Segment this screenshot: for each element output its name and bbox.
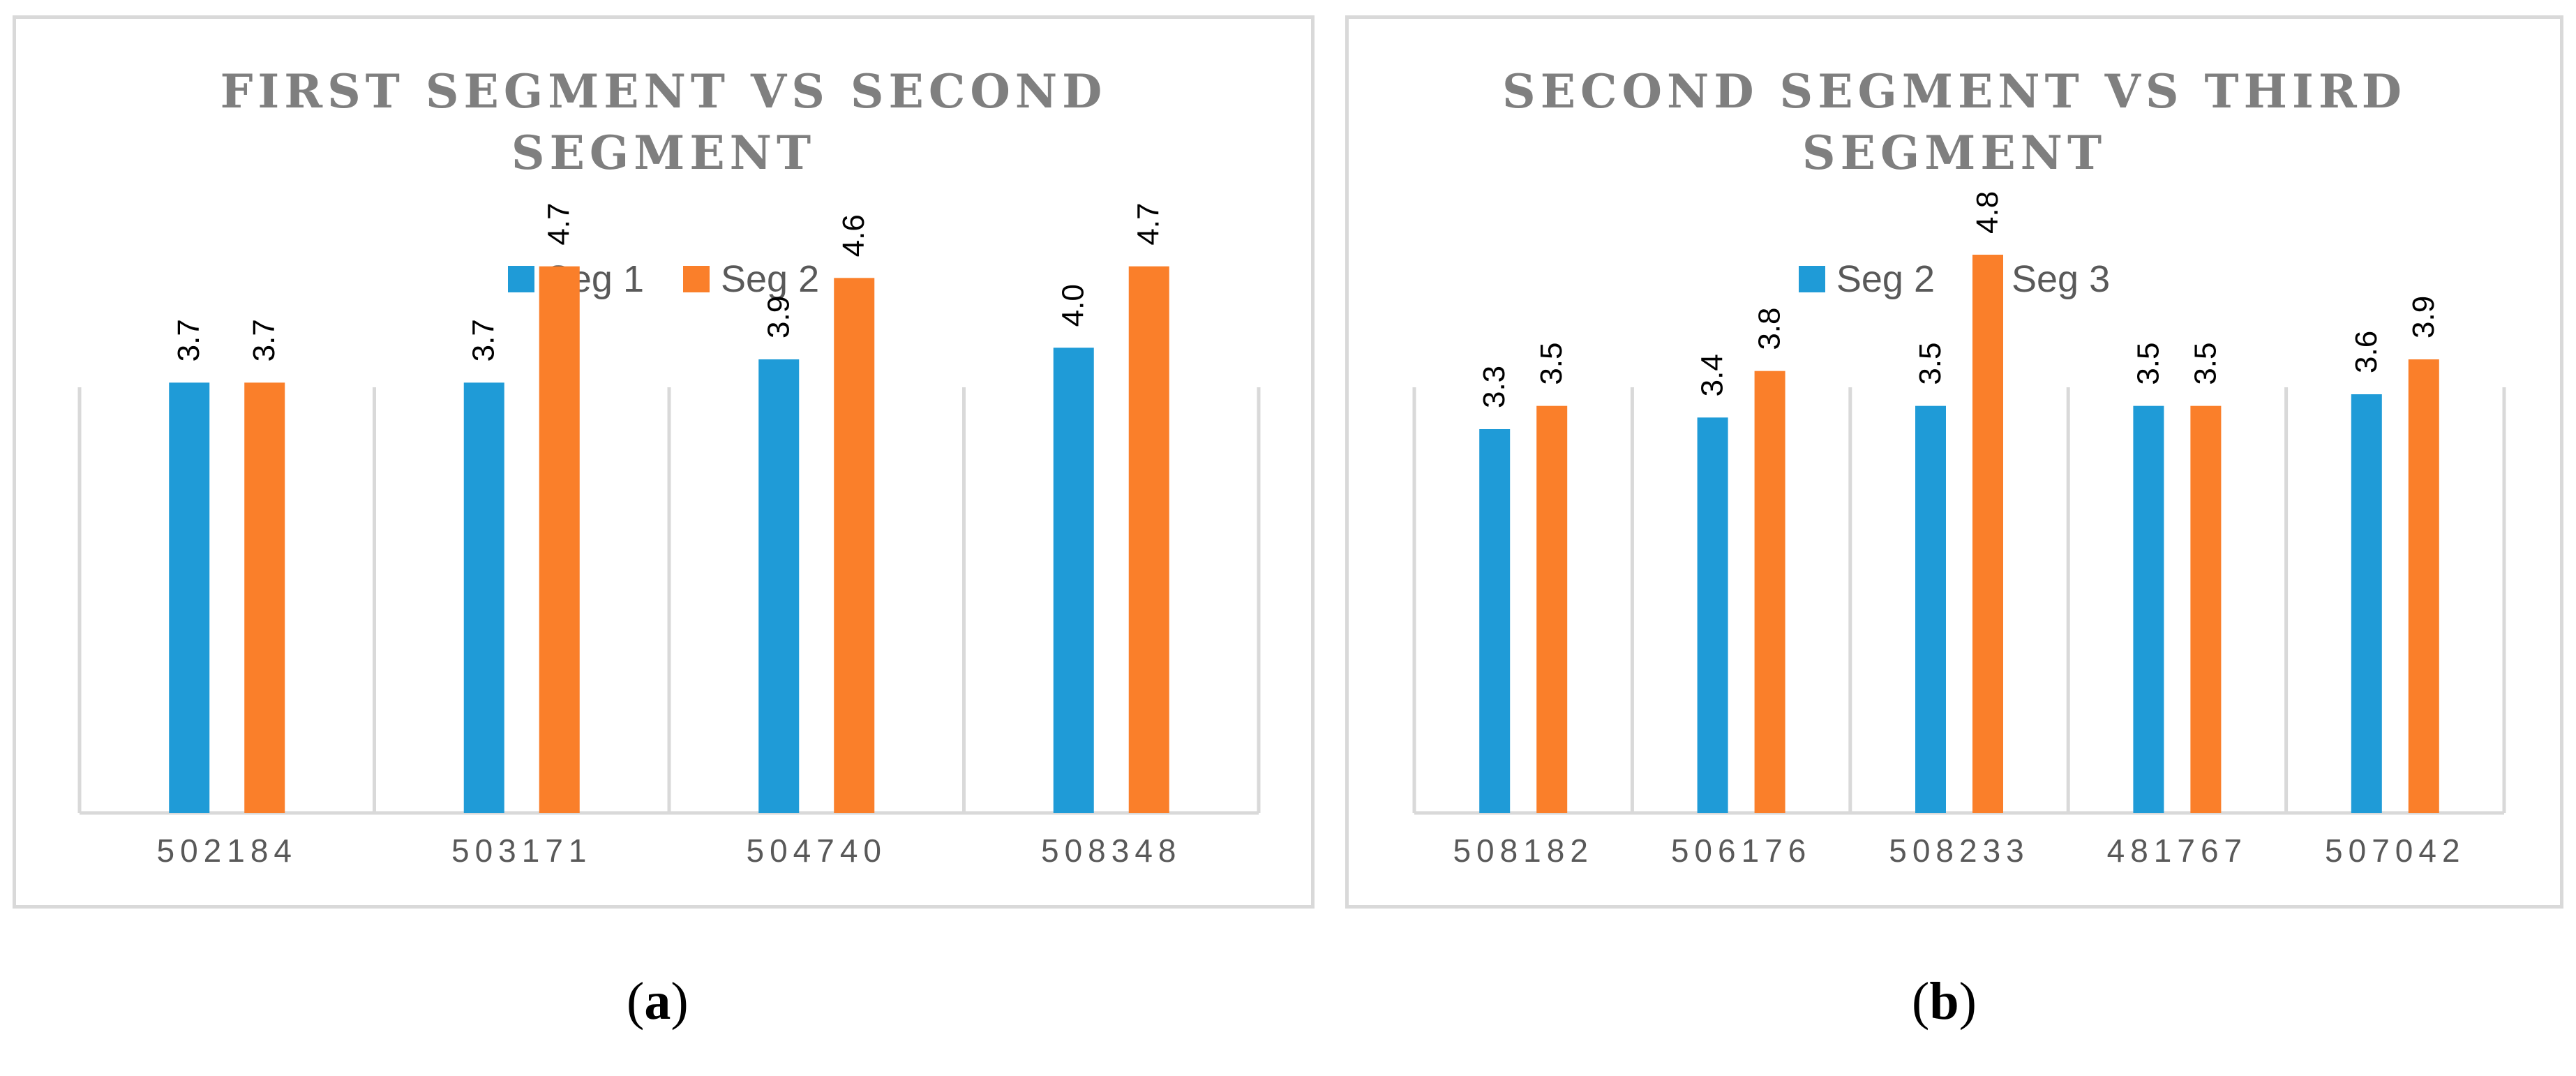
data-label: 3.9 [761,296,795,338]
x-tick-label: 481767 [2107,832,2248,869]
legend-item-series-2: Seg 2 [683,257,819,301]
x-tick-label: 503171 [451,832,592,869]
x-tick-label: 507042 [2325,832,2466,869]
data-label: 3.9 [2406,296,2441,338]
caption-a: (a) [627,972,689,1031]
bar-series-2 [2190,405,2222,813]
bar-series-1 [1697,417,1728,813]
x-tick-label: 506176 [1671,832,1812,869]
data-label: 3.8 [1753,307,1787,350]
data-label: 3.5 [2131,342,2165,384]
legend-label-series-2: Seg 3 [2012,258,2111,300]
bar-series-2 [2408,359,2439,813]
bar-series-1 [169,382,210,813]
bar-series-2 [244,382,285,813]
bar-series-2 [834,278,875,813]
x-tick-label: 508182 [1453,832,1594,869]
chart-panel-b: SECOND SEGMENT VS THIRD SEGMENT Seg 2 Se… [1345,15,2563,909]
data-label: 3.3 [1477,366,1511,408]
chart-title: SECOND SEGMENT VS THIRD SEGMENT [1502,64,2406,180]
data-label: 3.5 [1913,342,1947,384]
bar-series-1 [2351,394,2382,813]
bar-series-1 [2133,405,2164,813]
x-tick-label: 502184 [157,832,298,869]
x-tick-label: 508233 [1889,832,2030,869]
bar-series-1 [758,359,800,813]
plot-area: 3.7 3.7 502184 3.7 4.7 503171 3.9 4.6 504740 4.0 4… [77,202,1261,869]
bar-series-2 [1754,371,1785,813]
data-label: 3.7 [247,319,281,361]
legend-swatch-series-1 [1798,266,1825,292]
x-tick-label: 504740 [747,832,888,869]
bar-series-1 [1479,429,1511,813]
bar-series-1 [1053,348,1094,813]
data-label: 3.6 [2349,331,2383,373]
plot-area: 3.3 3.5 508182 3.4 3.8 506176 3.5 4.8 508233 3.5 3… [1412,191,2506,869]
data-label: 4.0 [1056,284,1091,327]
legend-swatch-series-1 [507,266,534,292]
data-label: 3.5 [1534,342,1568,384]
chart-title: FIRST SEGMENT VS SECOND SEGMENT [220,64,1107,180]
bar-series-1 [1915,405,1946,813]
legend-swatch-series-2 [683,266,710,292]
caption-a-letter: a [644,972,671,1031]
x-tick-label: 508348 [1041,832,1182,869]
bar-series-1 [463,382,504,813]
bar-series-2 [539,266,580,814]
caption-b-letter: b [1929,972,1959,1031]
bar-series-2 [1972,255,2003,813]
bar-series-2 [1536,405,1568,813]
legend-item-series-1: Seg 2 [1798,257,1935,301]
data-label: 3.4 [1695,354,1730,396]
data-label: 4.8 [1970,191,2005,234]
chart-panel-a: FIRST SEGMENT VS SECOND SEGMENT Seg 1 Se… [13,15,1315,909]
data-label: 3.7 [172,319,206,361]
legend-label-series-2: Seg 2 [721,258,820,300]
caption-b: (b) [1912,972,1977,1031]
data-label: 4.7 [1132,202,1166,245]
bar-series-2 [1128,266,1169,814]
legend-label-series-1: Seg 2 [1836,258,1935,300]
data-label: 4.7 [542,202,576,245]
data-label: 3.5 [2188,342,2222,384]
data-label: 3.7 [467,319,501,361]
data-label: 4.6 [837,214,871,257]
